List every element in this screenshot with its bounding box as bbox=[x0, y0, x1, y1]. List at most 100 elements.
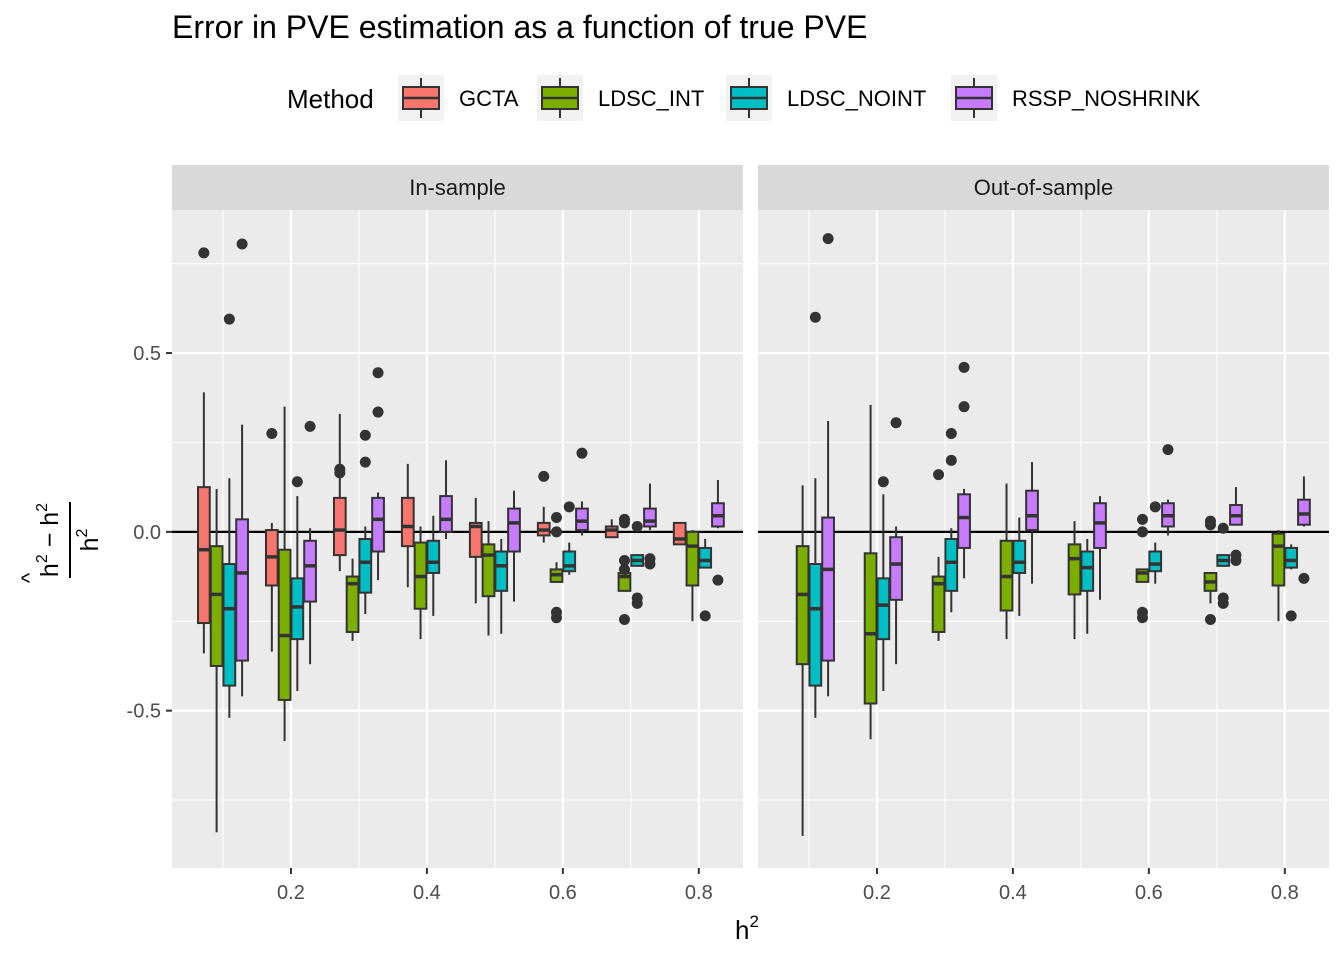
outlier-point bbox=[822, 233, 834, 245]
box-rssp-noshrink-0-1 bbox=[821, 233, 835, 697]
legend-label-ldsc-int: LDSC_INT bbox=[598, 86, 704, 111]
facet-strip bbox=[172, 165, 743, 210]
box-ldsc-noint-0-6 bbox=[1148, 501, 1163, 584]
box-body bbox=[1093, 502, 1107, 549]
legend-key-ldsc-noint bbox=[726, 75, 772, 121]
box-body bbox=[426, 539, 441, 574]
box-body bbox=[197, 486, 211, 625]
box-ldsc-noint-0-8 bbox=[698, 539, 713, 622]
box-body bbox=[235, 518, 249, 662]
box-rssp-noshrink-0-8 bbox=[1297, 476, 1311, 584]
facet-strip-label: Out-of-sample bbox=[974, 175, 1113, 200]
outlier-point bbox=[933, 469, 945, 481]
box-body bbox=[494, 550, 509, 592]
box-body bbox=[1297, 498, 1311, 526]
box-rssp-noshrink-0-5 bbox=[1093, 496, 1107, 600]
box-ldsc-int-0-7 bbox=[617, 513, 632, 625]
outlier-point bbox=[334, 463, 346, 475]
y-tick-label: -0.5 bbox=[127, 701, 161, 723]
outlier-point bbox=[563, 501, 575, 513]
box-ldsc-int-0-6 bbox=[549, 512, 564, 624]
box-ldsc-int-0-2 bbox=[863, 404, 878, 740]
outlier-point bbox=[631, 520, 643, 532]
box-body bbox=[303, 539, 317, 603]
box-gcta-0-4 bbox=[400, 463, 415, 588]
panel-background bbox=[758, 210, 1329, 868]
box-ldsc-int-0-2 bbox=[277, 406, 292, 742]
box-body bbox=[889, 536, 903, 601]
box-gcta-0-5 bbox=[468, 497, 483, 604]
box-ldsc-noint-0-7 bbox=[1216, 522, 1231, 609]
outlier-point bbox=[877, 476, 889, 488]
outlier-point bbox=[1162, 444, 1174, 456]
outlier-point bbox=[618, 613, 630, 625]
box-ldsc-int-0-8 bbox=[1271, 530, 1286, 622]
outlier-point bbox=[372, 367, 384, 379]
box-body bbox=[358, 538, 373, 594]
box-ldsc-int-0-5 bbox=[481, 521, 496, 636]
box-ldsc-noint-0-8 bbox=[1284, 544, 1299, 622]
outlier-point bbox=[1285, 610, 1297, 622]
y-tick-label: 0.5 bbox=[133, 343, 161, 365]
outlier-point bbox=[958, 401, 970, 413]
box-ldsc-int-0-3 bbox=[345, 558, 360, 641]
box-body bbox=[931, 575, 946, 633]
box-body bbox=[468, 521, 483, 558]
legend-label-rssp-noshrink: RSSP_NOSHRINK bbox=[1012, 86, 1201, 111]
facet-strip-label: In-sample bbox=[409, 175, 506, 200]
box-body bbox=[1080, 550, 1095, 592]
box-body bbox=[1067, 543, 1082, 596]
box-rssp-noshrink-0-3 bbox=[957, 361, 971, 579]
box-rssp-noshrink-0-5 bbox=[507, 490, 521, 602]
box-ldsc-int-0-3 bbox=[931, 469, 946, 641]
outlier-point bbox=[631, 597, 643, 609]
box-gcta-0-3 bbox=[332, 413, 347, 572]
box-body bbox=[209, 545, 224, 667]
box-rssp-noshrink-0-4 bbox=[439, 460, 453, 539]
outlier-point bbox=[1136, 526, 1148, 538]
box-body bbox=[1148, 550, 1163, 573]
box-ldsc-noint-0-5 bbox=[1080, 539, 1095, 634]
outlier-point bbox=[1217, 597, 1229, 609]
box-ldsc-int-0-4 bbox=[999, 483, 1014, 640]
box-ldsc-int-0-1 bbox=[209, 488, 224, 833]
outlier-point bbox=[809, 311, 821, 323]
box-gcta-0-7 bbox=[604, 519, 619, 539]
box-body bbox=[481, 543, 496, 598]
outlier-point bbox=[618, 517, 630, 529]
box-body bbox=[507, 507, 521, 553]
box-gcta-0-2 bbox=[264, 428, 279, 652]
box-body bbox=[222, 563, 237, 687]
x-tick-label: 0.6 bbox=[549, 882, 577, 904]
outlier-point bbox=[618, 563, 630, 575]
box-body bbox=[876, 577, 891, 641]
outlier-point bbox=[712, 574, 724, 586]
outlier-point bbox=[1136, 612, 1148, 624]
box-body bbox=[821, 516, 835, 662]
box-ldsc-noint-0-3 bbox=[358, 429, 373, 615]
box-body bbox=[1012, 539, 1027, 574]
outlier-point bbox=[198, 247, 210, 259]
box-rssp-noshrink-0-2 bbox=[889, 417, 903, 665]
legend: Method GCTA LDSC_INT LDSC_NOINT RSSP_NOSHRI… bbox=[287, 75, 1201, 121]
outlier-point bbox=[372, 406, 384, 418]
box-body bbox=[1025, 489, 1039, 532]
panel-out-of-sample: Out-of-sample 0.2 0.4 0.6 0.8 bbox=[758, 165, 1329, 904]
chart-title: Error in PVE estimation as a function of… bbox=[172, 9, 867, 45]
outlier-point bbox=[291, 476, 303, 488]
outlier-point bbox=[359, 456, 371, 468]
box-body bbox=[400, 496, 415, 548]
outlier-point bbox=[1136, 513, 1148, 525]
legend-label-gcta: GCTA bbox=[459, 86, 519, 111]
outlier-point bbox=[1230, 554, 1242, 566]
x-tick-label: 0.2 bbox=[863, 882, 891, 904]
box-ldsc-noint-0-5 bbox=[494, 539, 509, 634]
outlier-point bbox=[644, 558, 656, 570]
box-body bbox=[944, 538, 959, 592]
box-body bbox=[643, 507, 657, 528]
outlier-point bbox=[223, 313, 235, 325]
box-rssp-noshrink-0-4 bbox=[1025, 462, 1039, 584]
box-body bbox=[1271, 532, 1286, 587]
x-tick-label: 0.8 bbox=[1271, 882, 1299, 904]
